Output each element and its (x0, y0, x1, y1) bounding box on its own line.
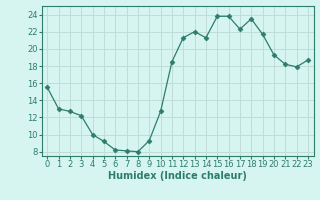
X-axis label: Humidex (Indice chaleur): Humidex (Indice chaleur) (108, 171, 247, 181)
